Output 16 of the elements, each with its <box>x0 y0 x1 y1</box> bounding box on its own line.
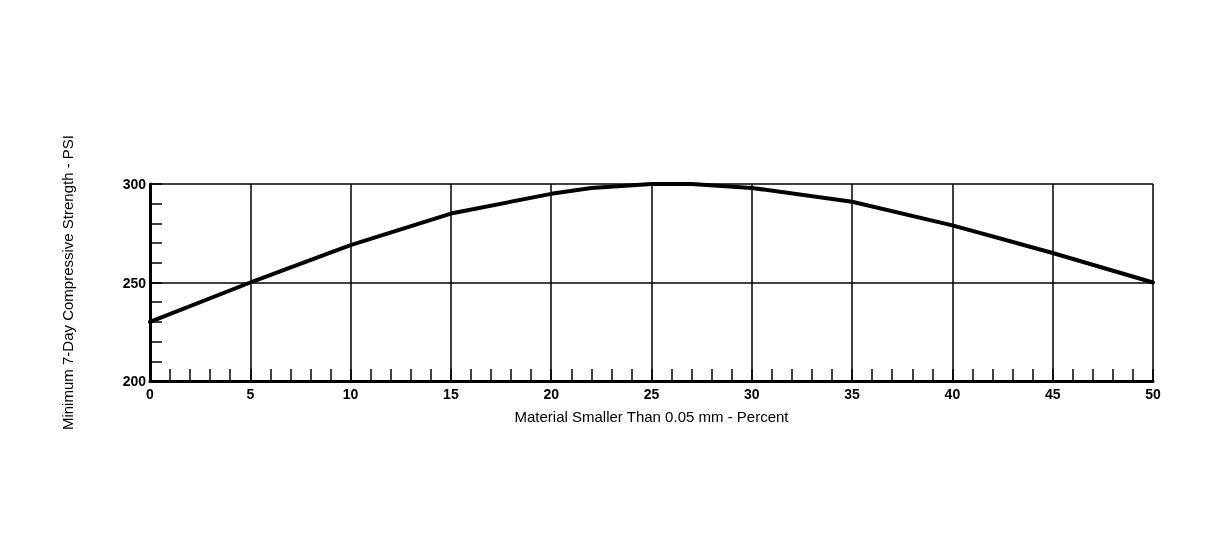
x-tick-label: 50 <box>1145 386 1161 402</box>
x-tick-label: 20 <box>543 386 560 402</box>
y-tick-label: 300 <box>122 176 147 192</box>
x-tick-label: 25 <box>643 386 660 402</box>
x-tick-label: 35 <box>844 386 861 402</box>
x-tick-label: 10 <box>342 386 359 402</box>
y-tick-label: 200 <box>122 373 147 389</box>
x-tick-label: 30 <box>744 386 760 402</box>
x-tick-label: 40 <box>944 386 961 402</box>
x-tick-label: 0 <box>146 386 155 402</box>
x-tick-label: 15 <box>443 386 459 402</box>
x-tick-label: 45 <box>1044 386 1061 402</box>
y-axis-title: Minimum 7-Day Compressive Strength - PSI <box>59 134 76 431</box>
x-tick-label: 5 <box>246 386 255 402</box>
x-axis-title: Material Smaller Than 0.05 mm - Percent <box>514 408 790 425</box>
y-tick-label: 250 <box>122 274 147 291</box>
